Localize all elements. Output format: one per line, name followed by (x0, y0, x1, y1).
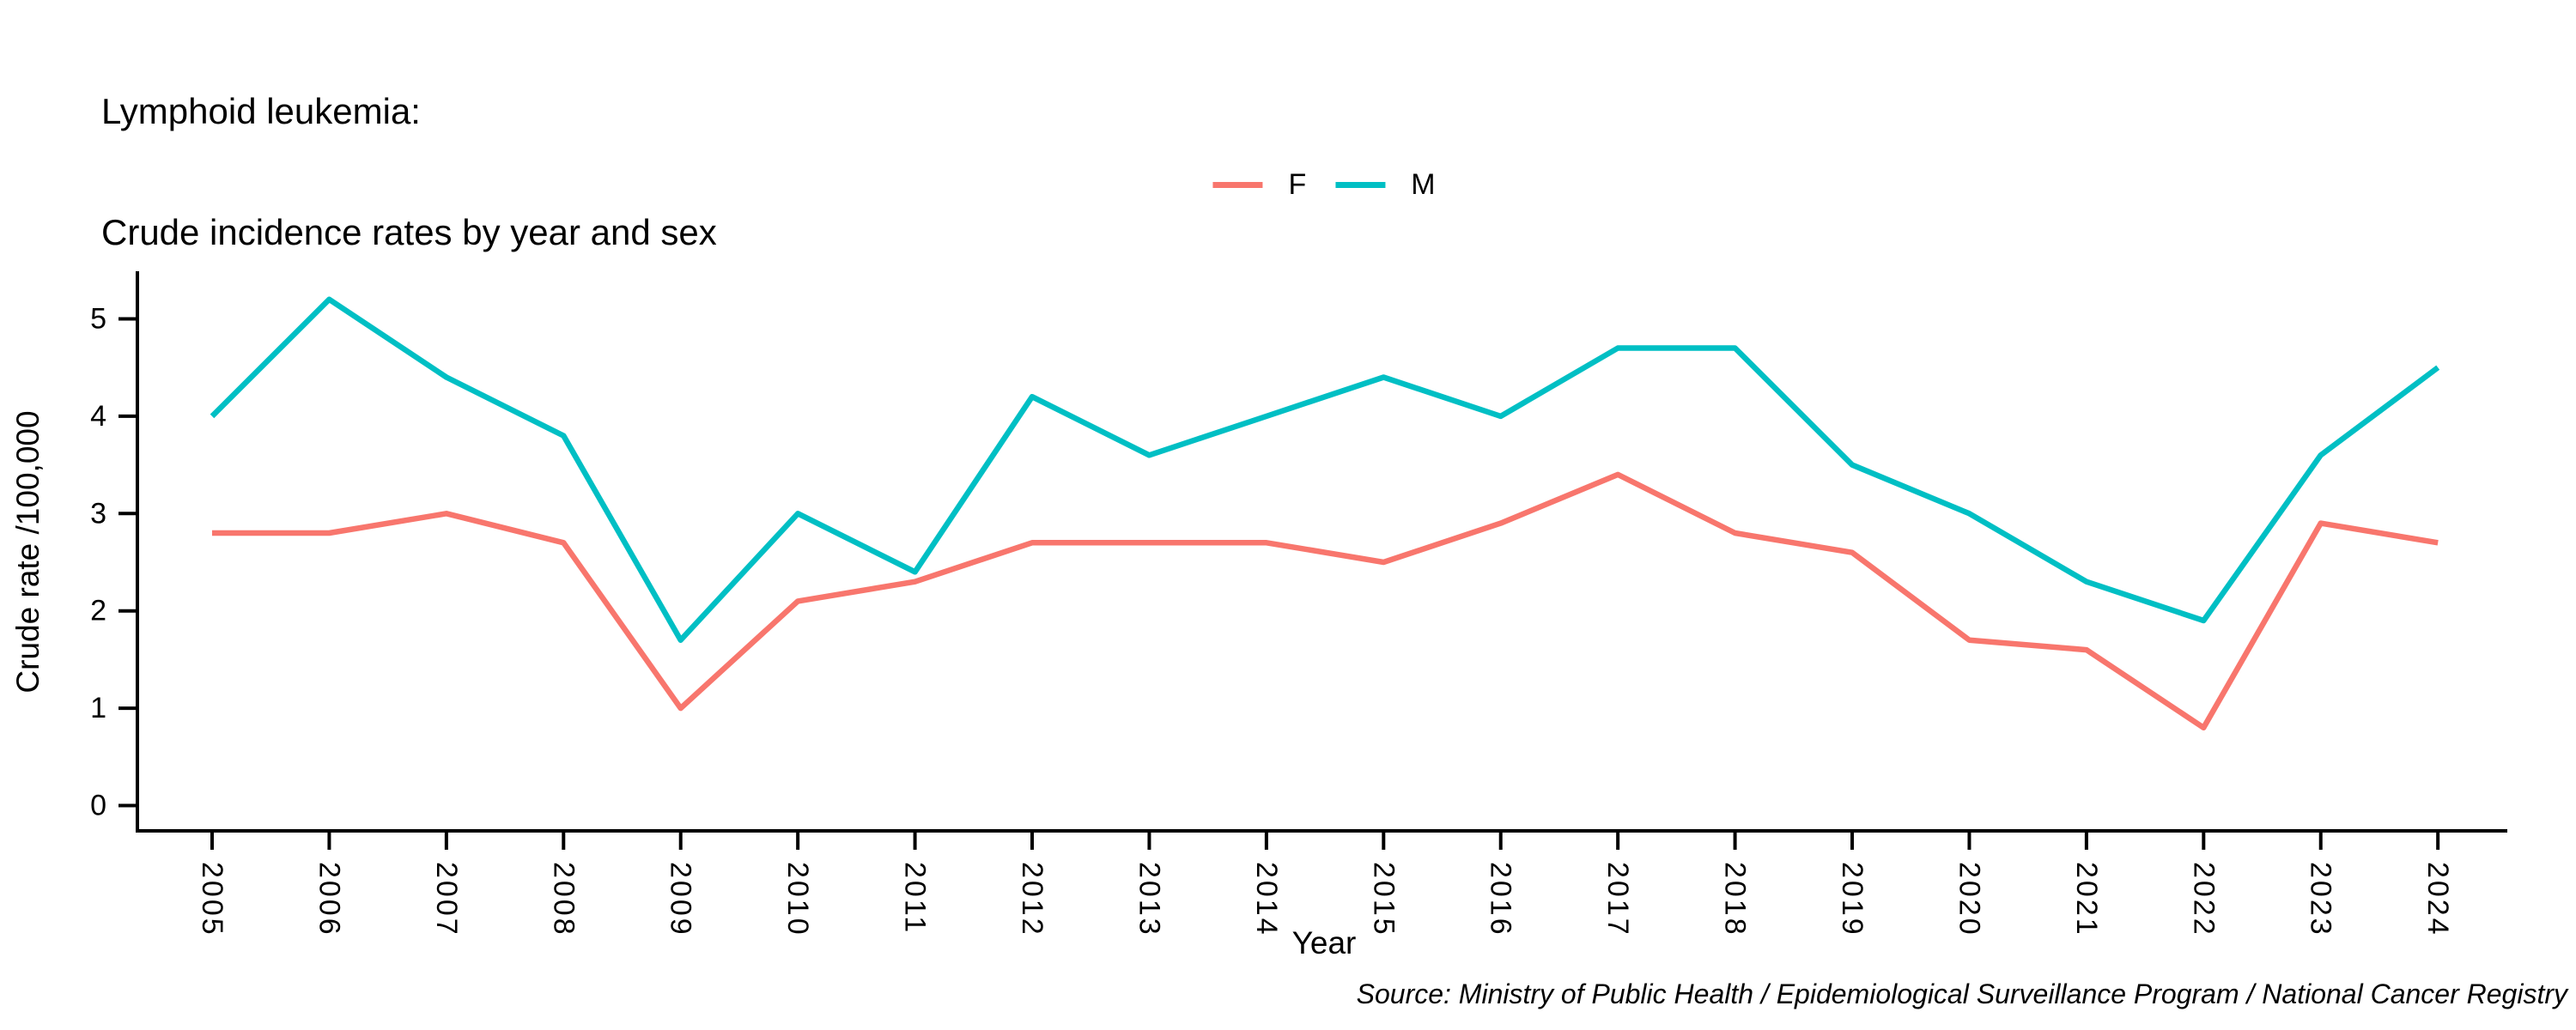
y-tick-label: 0 (90, 790, 106, 822)
y-axis-title: Crude rate /100,000 (10, 410, 46, 694)
legend-swatch-m (1335, 181, 1386, 188)
x-tick-label: 2019 (1836, 862, 1868, 937)
x-tick-label: 2005 (196, 862, 228, 937)
y-axis-ticks: 0 1 2 3 4 5 (90, 303, 137, 822)
legend-item-f: F (1212, 168, 1306, 202)
x-tick-label: 2016 (1485, 862, 1517, 937)
x-tick-label: 2020 (1953, 862, 1985, 937)
x-tick-label: 2010 (781, 862, 814, 937)
chart-title-line-1: Lymphoid leukemia: (101, 91, 421, 131)
legend: F M (1212, 167, 1436, 203)
x-tick-label: 2007 (430, 862, 463, 937)
y-tick-label: 2 (90, 595, 106, 627)
x-tick-label: 2011 (899, 862, 932, 935)
x-tick-label: 2008 (547, 862, 580, 937)
x-tick-label: 2022 (2187, 862, 2220, 937)
legend-swatch-f (1212, 181, 1263, 188)
x-axis-title: Year (1291, 925, 1357, 960)
series-line-f (212, 471, 2439, 731)
x-tick-label: 2006 (313, 862, 345, 937)
source-note: Source: Ministry of Public Health / Epid… (1356, 978, 2567, 1009)
y-tick-label: 4 (90, 400, 106, 433)
x-tick-label: 2009 (665, 862, 697, 937)
x-tick-label: 2023 (2305, 862, 2337, 937)
x-tick-label: 2012 (1016, 862, 1048, 937)
legend-label-m: M (1411, 167, 1436, 201)
series-line-m (210, 296, 2440, 643)
x-tick-label: 2013 (1133, 862, 1165, 937)
legend-item-m: M (1335, 167, 1436, 202)
x-tick-label: 2015 (1367, 862, 1400, 937)
x-tick-label: 2014 (1250, 862, 1283, 937)
x-tick-label: 2024 (2421, 862, 2454, 937)
x-tick-label: 2021 (2070, 862, 2103, 937)
y-tick-label: 3 (90, 497, 106, 530)
legend-label-f: F (1288, 167, 1307, 201)
series-lines (210, 296, 2440, 731)
x-tick-label: 2018 (1719, 862, 1752, 937)
x-axis-ticks: 2005 2006 2007 2008 2009 2010 2011 2012 2013 2014… (196, 831, 2454, 937)
x-tick-label: 2017 (1601, 862, 1634, 937)
chart-title-line-2: Crude incidence rates by year and sex (101, 212, 717, 252)
y-tick-label: 1 (90, 692, 106, 724)
chart-title: Lymphoid leukemia: Crude incidence rates… (101, 10, 717, 293)
y-tick-label: 5 (90, 303, 106, 336)
